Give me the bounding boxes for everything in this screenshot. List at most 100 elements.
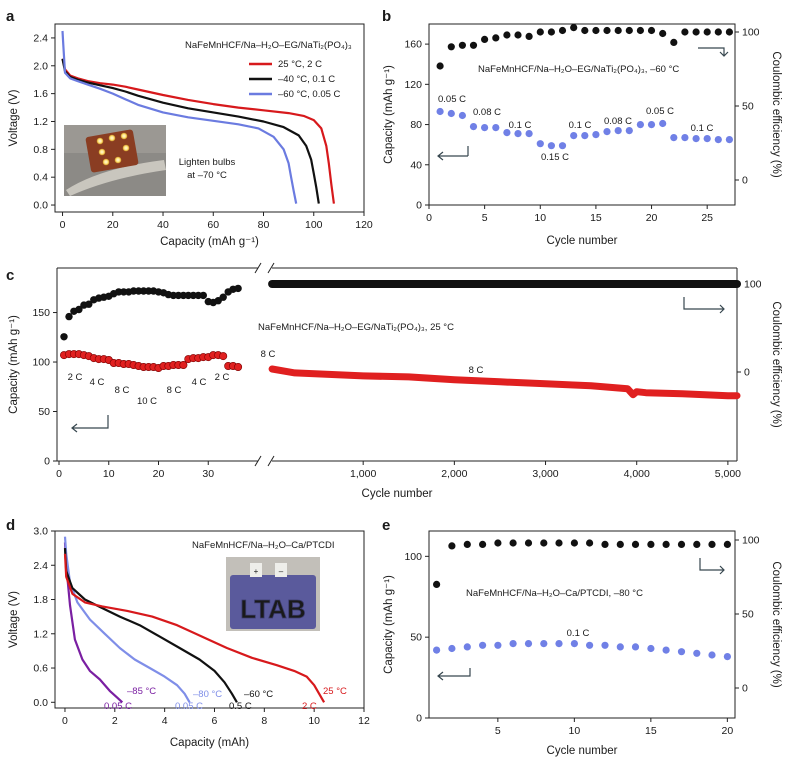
y-tick-label: 100 bbox=[32, 357, 50, 369]
y-tick-label: 50 bbox=[38, 406, 50, 418]
curve-temperature-label: 25 °C bbox=[323, 686, 347, 697]
curve-temperature-label: –85 °C bbox=[127, 686, 156, 697]
efficiency-point bbox=[463, 540, 471, 549]
efficiency-point bbox=[570, 24, 578, 32]
efficiency-point bbox=[558, 26, 567, 35]
x-tick-label: 2 bbox=[112, 715, 118, 727]
panel-b-rate-labels: 0.05 C 0.08 C 0.1 C 0.15 C 0.1 C 0.08 C 0.05 C… bbox=[438, 94, 713, 163]
x-tick-label: 12 bbox=[358, 715, 370, 727]
rate-label: 0.15 C bbox=[541, 152, 569, 163]
curve-temperature-label: –60 °C bbox=[244, 689, 273, 700]
x-axis-label: Capacity (mAh) bbox=[170, 737, 249, 749]
efficiency-point bbox=[714, 28, 722, 36]
y-tick-label: 0.0 bbox=[33, 200, 48, 212]
capacity-point bbox=[714, 136, 722, 144]
rate-label: 8 C bbox=[469, 365, 484, 376]
efficiency-point bbox=[692, 28, 700, 36]
y-tick-label: 120 bbox=[404, 79, 422, 91]
y-tick-label: 2.4 bbox=[33, 32, 48, 44]
panel-b-axes: 0 40 80 120 160 0 50 100 0 5 10 15 20 25 Cycle number C… bbox=[383, 23, 782, 247]
capacity-point bbox=[693, 649, 701, 657]
efficiency-point bbox=[65, 312, 73, 321]
efficiency-point bbox=[581, 26, 589, 35]
axis-break-mark bbox=[254, 455, 262, 467]
panel-c-rate-labels: 2 C 4 C 8 C 10 C 8 C 4 C 2 C 8 C 8 C bbox=[68, 349, 484, 407]
y-axis-label: Capacity (mAh g⁻¹) bbox=[8, 315, 20, 414]
y-tick-label: 0.0 bbox=[33, 697, 48, 709]
efficiency-point bbox=[659, 29, 667, 38]
capacity-point bbox=[581, 132, 589, 140]
panel-c-chart: 0 50 100 150 0 100 0 10 20 30 1,000 2,000 3,000 4,000… bbox=[8, 262, 782, 500]
left-axis-arrow-icon bbox=[437, 668, 471, 681]
panel-c-label: c bbox=[6, 267, 14, 284]
x-tick-label: 10 bbox=[308, 715, 320, 727]
y-tick-label: 1.6 bbox=[33, 88, 48, 100]
rate-label: 8 C bbox=[115, 385, 130, 396]
efficiency-point bbox=[458, 41, 466, 49]
x-tick-label: 20 bbox=[722, 725, 734, 737]
y2-tick-label: 0 bbox=[742, 175, 748, 187]
y2-tick-label: 50 bbox=[742, 609, 754, 621]
capacity-point bbox=[540, 640, 548, 648]
panel-e-label: e bbox=[382, 517, 390, 534]
inset-pouch-cell bbox=[230, 575, 316, 629]
x-tick-label: 0 bbox=[426, 212, 432, 224]
curve-rate-label: 2 C bbox=[302, 701, 317, 712]
efficiency-point bbox=[481, 35, 489, 44]
plus-icon: + bbox=[254, 567, 259, 576]
efficiency-point bbox=[60, 333, 68, 341]
efficiency-point bbox=[647, 26, 656, 35]
capacity-point bbox=[662, 646, 670, 654]
rate-label: 0.1 C bbox=[509, 120, 532, 131]
efficiency-point bbox=[436, 62, 444, 70]
efficiency-point bbox=[447, 43, 455, 51]
efficiency-point bbox=[547, 28, 556, 36]
x-axis-label: Cycle number bbox=[547, 235, 618, 247]
y2-tick-label: 50 bbox=[742, 101, 754, 113]
capacity-point bbox=[586, 641, 594, 649]
x-tick-label: 15 bbox=[645, 725, 657, 737]
x-tick-label: 10 bbox=[103, 468, 115, 480]
x-tick-label: 20 bbox=[153, 468, 165, 480]
x-tick-label: 120 bbox=[355, 219, 373, 231]
led-bulb-icon bbox=[96, 137, 104, 145]
capacity-point bbox=[555, 640, 563, 648]
efficiency-point bbox=[725, 28, 734, 36]
panel-e-axes: 0 50 100 0 50 100 5 10 15 20 Cycle number Capacity … bbox=[383, 530, 782, 757]
panel-d-series bbox=[63, 536, 326, 704]
capacity-point bbox=[179, 360, 188, 369]
capacity-point bbox=[481, 124, 489, 132]
voltage-curve-1 bbox=[61, 58, 335, 204]
x-tick-label: 10 bbox=[534, 212, 546, 224]
y2-tick-label: 100 bbox=[742, 535, 760, 547]
axis-break-mark bbox=[267, 262, 275, 274]
y-tick-label: 40 bbox=[410, 159, 422, 171]
capacity-point bbox=[625, 127, 633, 135]
efficiency-point bbox=[625, 26, 633, 35]
efficiency-point bbox=[636, 26, 645, 35]
efficiency-point bbox=[433, 580, 441, 589]
x-tick-label: 20 bbox=[646, 212, 658, 224]
efficiency-point bbox=[586, 539, 594, 547]
x-tick-label: 40 bbox=[157, 219, 169, 231]
panel-b-title: NaFeMnHCF/Na–H₂O–EG/NaTi₂(PO₄)₃, –60 °C bbox=[478, 64, 679, 75]
efficiency-point bbox=[616, 540, 624, 549]
minus-icon: – bbox=[279, 567, 284, 576]
led-bulb-icon bbox=[108, 134, 116, 142]
x-axis-label: Cycle number bbox=[547, 745, 618, 757]
y-tick-label: 1.2 bbox=[33, 628, 48, 640]
capacity-point bbox=[723, 653, 732, 661]
x-tick-label: 80 bbox=[258, 219, 270, 231]
efficiency-point bbox=[514, 31, 522, 39]
voltage-curve-1 bbox=[63, 542, 124, 704]
y-tick-label: 3.0 bbox=[33, 526, 48, 538]
right-axis-arrow-icon bbox=[698, 47, 729, 57]
capacity-point bbox=[601, 641, 609, 649]
axis-break-mark bbox=[267, 455, 275, 467]
x-tick-label: 100 bbox=[305, 219, 323, 231]
capacity-point bbox=[670, 134, 678, 142]
panel-d-photo-inset: + – LTAB bbox=[226, 557, 320, 631]
y2-axis-label: Coulombic efficiency (%) bbox=[770, 561, 782, 688]
rate-label: 2 C bbox=[215, 372, 230, 383]
y-axis-label: Voltage (V) bbox=[8, 89, 20, 146]
